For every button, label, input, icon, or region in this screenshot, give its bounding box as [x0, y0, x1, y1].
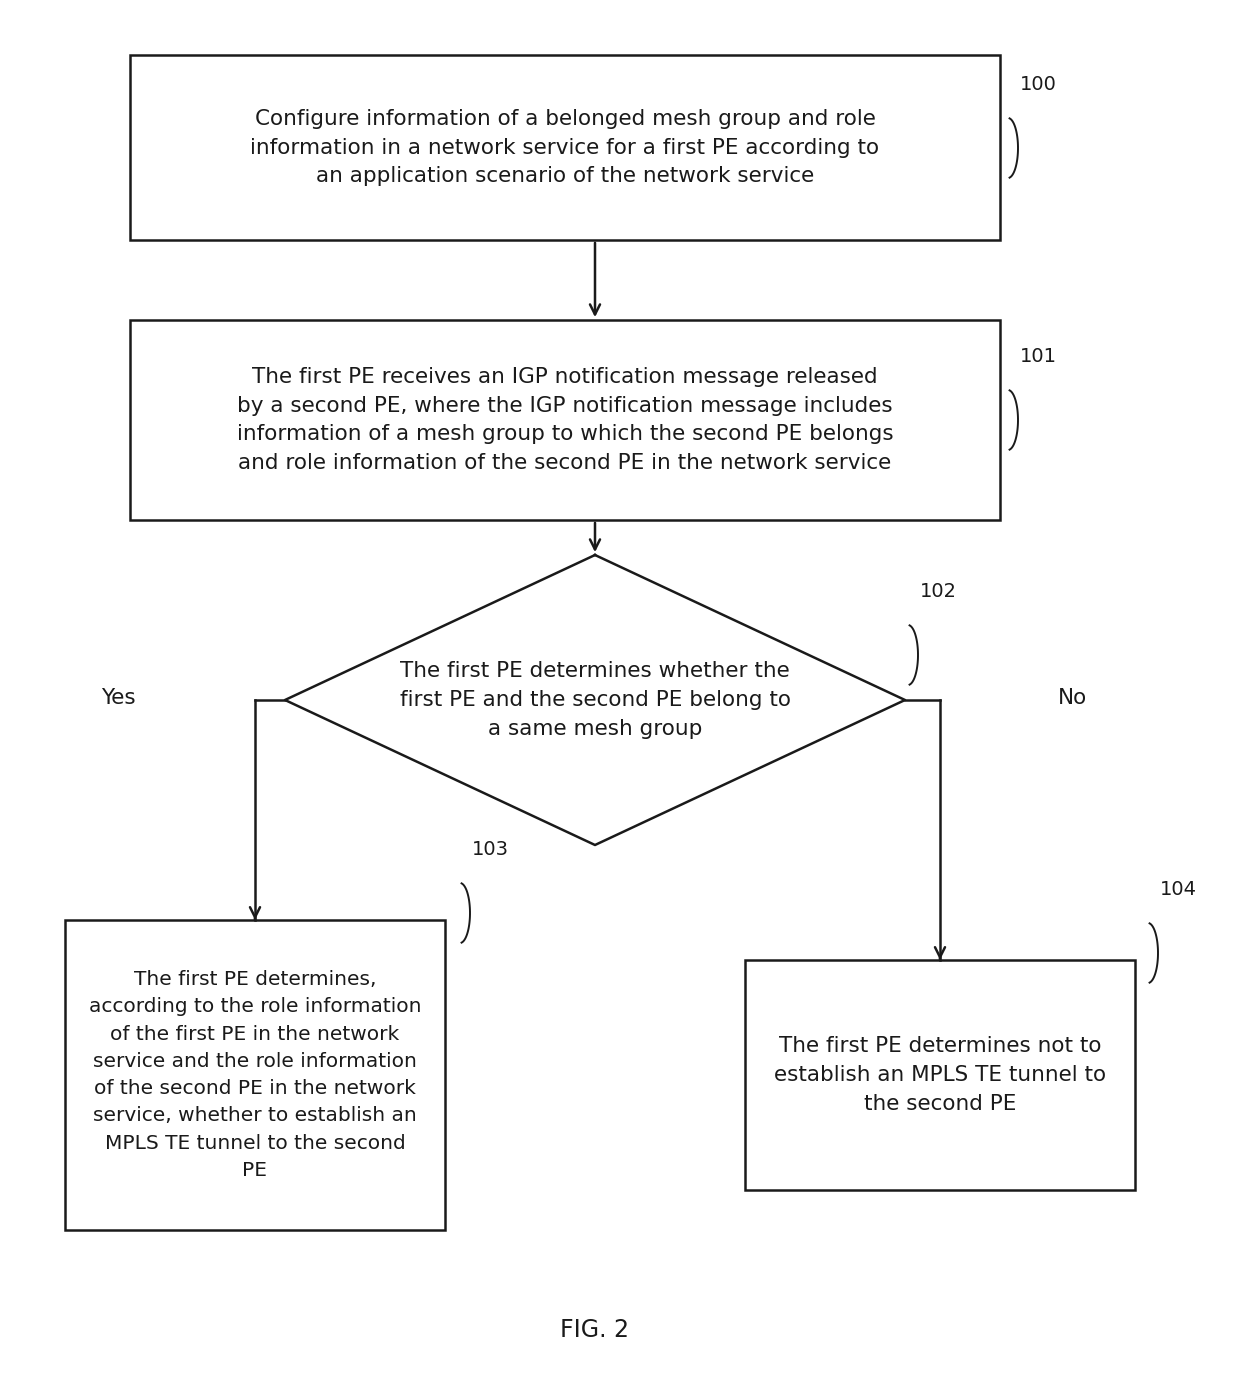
Text: The first PE determines whether the
first PE and the second PE belong to
a same : The first PE determines whether the firs… [399, 661, 791, 738]
Text: The first PE determines,
according to the role information
of the first PE in th: The first PE determines, according to th… [89, 971, 422, 1180]
Bar [130, 320, 999, 520]
Text: 104: 104 [1159, 880, 1197, 899]
Bar [64, 920, 445, 1231]
Bar [130, 55, 999, 241]
Text: The first PE determines not to
establish an MPLS TE tunnel to
the second PE: The first PE determines not to establish… [774, 1037, 1106, 1114]
Bar [745, 960, 1135, 1189]
Text: 103: 103 [472, 840, 508, 859]
Text: FIG. 2: FIG. 2 [560, 1319, 630, 1342]
Text: The first PE receives an IGP notification message released
by a second PE, where: The first PE receives an IGP notificatio… [237, 367, 893, 473]
Text: Yes: Yes [100, 688, 135, 708]
Text: No: No [1058, 688, 1086, 708]
Text: 100: 100 [1021, 76, 1056, 94]
Text: Configure information of a belonged mesh group and role
information in a network: Configure information of a belonged mesh… [250, 109, 879, 186]
Text: 101: 101 [1021, 346, 1056, 366]
Text: 102: 102 [920, 582, 957, 601]
Polygon shape [285, 556, 905, 846]
